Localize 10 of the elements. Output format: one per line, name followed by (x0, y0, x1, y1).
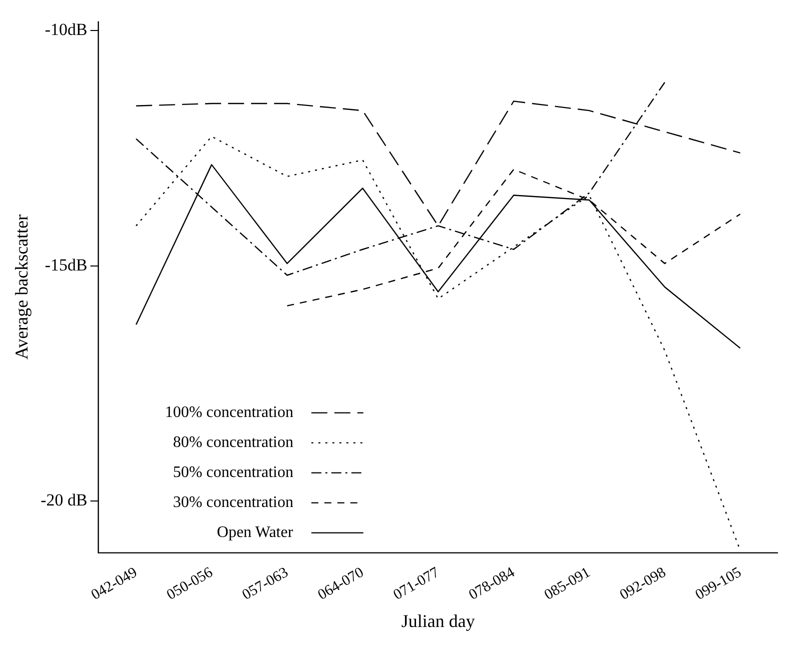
y-tick-label: -20 dB (40, 490, 88, 510)
legend-label: 50% concentration (172, 464, 294, 482)
legend-label: 100% concentration (164, 404, 294, 422)
x-axis-title: Julian day (401, 610, 475, 631)
legend-label: 30% concentration (172, 494, 294, 512)
y-tick-label: -15dB (44, 255, 88, 274)
legend-label: 80% concentration (172, 434, 294, 452)
legend-label: Open Water (216, 524, 294, 542)
y-tick-label: -10dB (44, 20, 88, 40)
y-axis-title: Average backscatter (12, 214, 32, 360)
